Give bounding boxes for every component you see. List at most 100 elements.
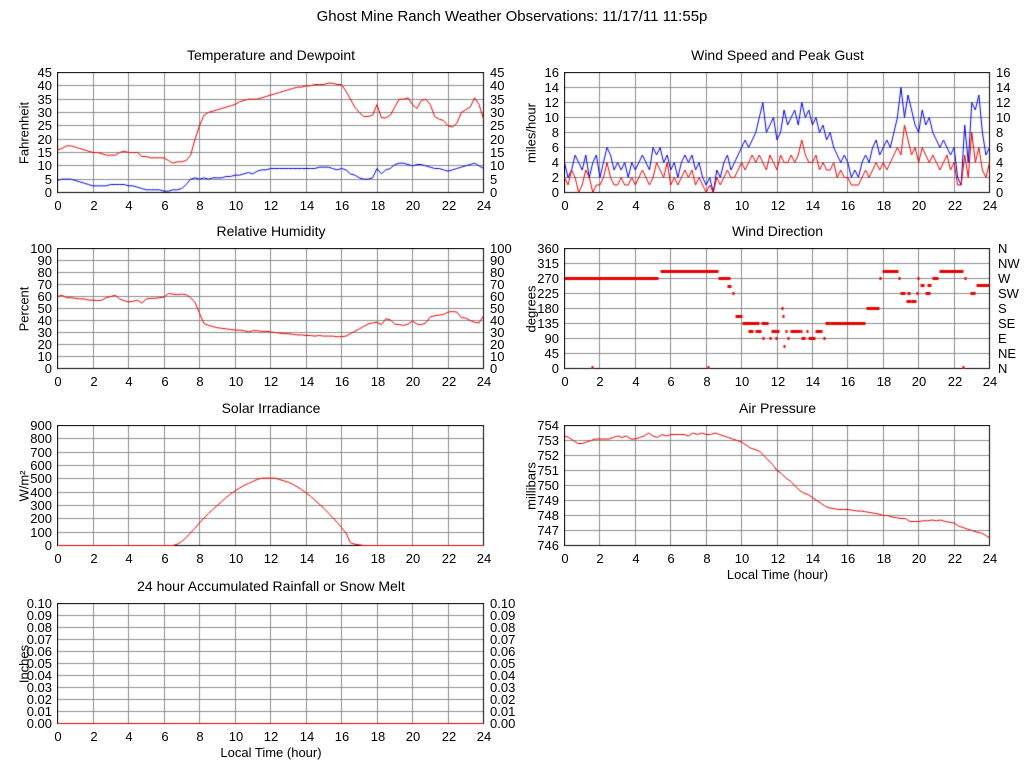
y-tick-label: 40 [37, 313, 52, 328]
x-tick-label: 20 [405, 374, 421, 389]
y-tick-label-right: 0 [490, 361, 498, 376]
y-tick-label: 0.08 [26, 620, 52, 635]
x-tick-label: 4 [632, 551, 640, 566]
y-tick-label: 45 [544, 346, 559, 361]
x-tick-label: 4 [125, 374, 133, 389]
y-tick-label: 748 [537, 508, 559, 523]
rainfall-chart: 24 hour Accumulated Rainfall or Snow Mel… [17, 578, 516, 760]
chart-title: Relative Humidity [216, 223, 326, 239]
x-tick-label: 2 [90, 198, 98, 213]
y-tick-label: 225 [537, 286, 559, 301]
x-tick-label: 14 [299, 551, 315, 566]
compass-label: S [998, 301, 1007, 316]
x-tick-label: 0 [561, 551, 569, 566]
x-tick-label: 6 [161, 198, 169, 213]
y-tick-label-right: 0.05 [490, 656, 516, 671]
x-tick-label: 20 [405, 551, 421, 566]
compass-label: N [998, 241, 1008, 256]
y-tick-label-right: 0.03 [490, 680, 516, 695]
x-tick-label: 6 [667, 374, 675, 389]
x-tick-label: 0 [54, 374, 62, 389]
y-tick-label-right: 100 [490, 241, 512, 256]
y-tick-label-right: 0.01 [490, 704, 516, 719]
y-tick-label: 2 [551, 170, 559, 185]
x-tick-label: 0 [561, 198, 569, 213]
x-tick-label: 10 [228, 198, 244, 213]
plot-canvas [57, 248, 485, 370]
chart-title: 24 hour Accumulated Rainfall or Snow Mel… [137, 578, 405, 594]
x-tick-label: 18 [876, 198, 892, 213]
relative-humidity-chart: Relative Humidity Percent 0 0 10 10 20 20 30 30… [17, 223, 512, 389]
y-tick-label: 200 [30, 511, 52, 526]
page-title: Ghost Mine Ranch Weather Observations: 1… [316, 8, 708, 25]
y-tick-label: 20 [37, 132, 52, 147]
compass-label: NW [998, 256, 1020, 271]
x-tick-label: 4 [632, 374, 640, 389]
x-tick-label: 4 [632, 198, 640, 213]
compass-label: SE [998, 316, 1016, 331]
y-tick-label: 0.02 [26, 692, 52, 707]
y-tick-label-right: 0.06 [490, 644, 516, 659]
x-tick-label: 18 [370, 198, 386, 213]
y-tick-label: 0.01 [26, 704, 52, 719]
chart-title: Wind Speed and Peak Gust [691, 47, 864, 63]
plot-canvas [57, 425, 485, 547]
x-tick-label: 22 [441, 729, 457, 744]
y-tick-label: 900 [30, 418, 52, 433]
x-tick-label: 6 [161, 551, 169, 566]
y-tick-label-right: 10 [996, 110, 1011, 125]
y-tick-label: 753 [537, 433, 559, 448]
x-tick-label: 16 [840, 551, 856, 566]
y-tick-label: 0.03 [26, 680, 52, 695]
y-tick-label: 180 [537, 301, 559, 316]
x-tick-label: 2 [90, 551, 98, 566]
x-tick-label: 10 [228, 551, 244, 566]
y-tick-label-right: 30 [490, 105, 505, 120]
x-tick-label: 10 [228, 374, 244, 389]
x-tick-label: 0 [54, 729, 62, 744]
x-tick-label: 2 [596, 551, 604, 566]
y-tick-label-right: 0.00 [490, 716, 516, 731]
x-tick-label: 16 [334, 729, 350, 744]
y-tick-label-right: 0.09 [490, 608, 516, 623]
x-tick-label: 10 [228, 729, 244, 744]
x-tick-label: 16 [334, 198, 350, 213]
compass-label: W [998, 271, 1011, 286]
x-tick-label: 8 [196, 198, 204, 213]
x-tick-label: 2 [90, 374, 98, 389]
compass-label: N [998, 361, 1008, 376]
plot-canvas [564, 72, 991, 194]
x-tick-label: 14 [299, 374, 315, 389]
y-tick-label: 45 [37, 65, 52, 80]
x-tick-label: 22 [947, 551, 963, 566]
x-tick-label: 6 [667, 551, 675, 566]
x-tick-label: 8 [196, 551, 204, 566]
y-tick-label: 0.00 [26, 716, 52, 731]
y-tick-label: 6 [551, 140, 559, 155]
y-tick-label-right: 0.04 [490, 668, 516, 683]
x-tick-label: 22 [441, 198, 457, 213]
y-tick-label: 100 [30, 525, 52, 540]
x-tick-label: 8 [703, 198, 711, 213]
x-tick-label: 24 [476, 374, 492, 389]
x-tick-label: 12 [263, 551, 279, 566]
x-tick-label: 24 [982, 198, 998, 213]
plot-canvas [57, 603, 485, 725]
y-tick-label-right: 10 [490, 349, 505, 364]
y-tick-label: 0.07 [26, 632, 52, 647]
y-tick-label-right: 16 [996, 65, 1011, 80]
y-tick-label: 0.04 [26, 668, 52, 683]
x-tick-label: 20 [911, 374, 927, 389]
chart-title: Solar Irradiance [221, 400, 321, 416]
x-tick-label: 22 [947, 374, 963, 389]
x-tick-label: 6 [161, 729, 169, 744]
x-tick-label: 20 [911, 551, 927, 566]
y-tick-label: 15 [37, 145, 52, 160]
y-tick-label: 40 [37, 78, 52, 93]
y-tick-label: 60 [37, 289, 52, 304]
x-tick-label: 6 [161, 374, 169, 389]
y-tick-label-right: 45 [490, 65, 505, 80]
x-tick-label: 12 [770, 551, 786, 566]
